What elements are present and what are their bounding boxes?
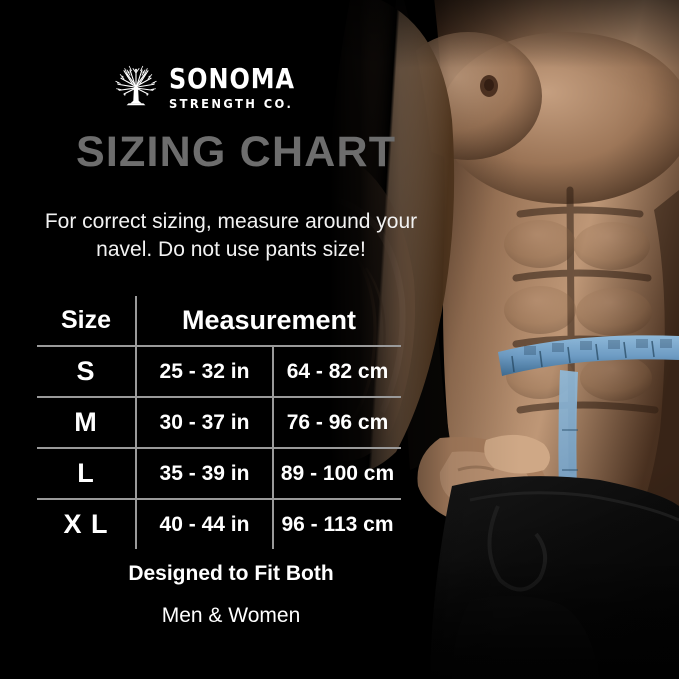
page-title: SIZING CHART [76, 128, 397, 176]
cell-inches: 30 - 37 in [136, 396, 274, 448]
sizing-table: Size Measurement S 25 - 32 in 64 - 82 cm… [37, 296, 402, 549]
table-row: L 35 - 39 in 89 - 100 cm [37, 447, 402, 499]
brand-tagline: STRENGTH CO. [169, 96, 294, 112]
cell-size: L [37, 447, 137, 499]
footer-headline: Designed to Fit Both [128, 562, 334, 585]
sizing-instruction: For correct sizing, measure around your … [44, 210, 418, 261]
cell-size: S [37, 345, 137, 397]
cell-size: X L [37, 498, 137, 549]
table-row: S 25 - 32 in 64 - 82 cm [37, 345, 402, 397]
cell-centimeters: 76 - 96 cm [273, 396, 402, 448]
cell-inches: 35 - 39 in [136, 447, 274, 499]
table-row: M 30 - 37 in 76 - 96 cm [37, 396, 402, 448]
footer-subline: Men & Women [161, 604, 301, 627]
header-size: Size [37, 296, 137, 346]
table-row: X L 40 - 44 in 96 - 113 cm [37, 498, 402, 549]
cell-inches: 25 - 32 in [136, 345, 274, 397]
header-measurement: Measurement [181, 305, 357, 335]
cell-size: M [37, 396, 137, 448]
cell-centimeters: 96 - 113 cm [273, 498, 402, 549]
cell-centimeters: 89 - 100 cm [273, 447, 402, 499]
brand-logo: SONOMA STRENGTH CO. [112, 64, 304, 112]
cell-inches: 40 - 44 in [136, 498, 274, 549]
table-header-row: Size Measurement [37, 296, 401, 346]
cell-centimeters: 64 - 82 cm [273, 345, 402, 397]
brand-name: SONOMA [169, 62, 295, 96]
oak-tree-icon [115, 65, 157, 106]
